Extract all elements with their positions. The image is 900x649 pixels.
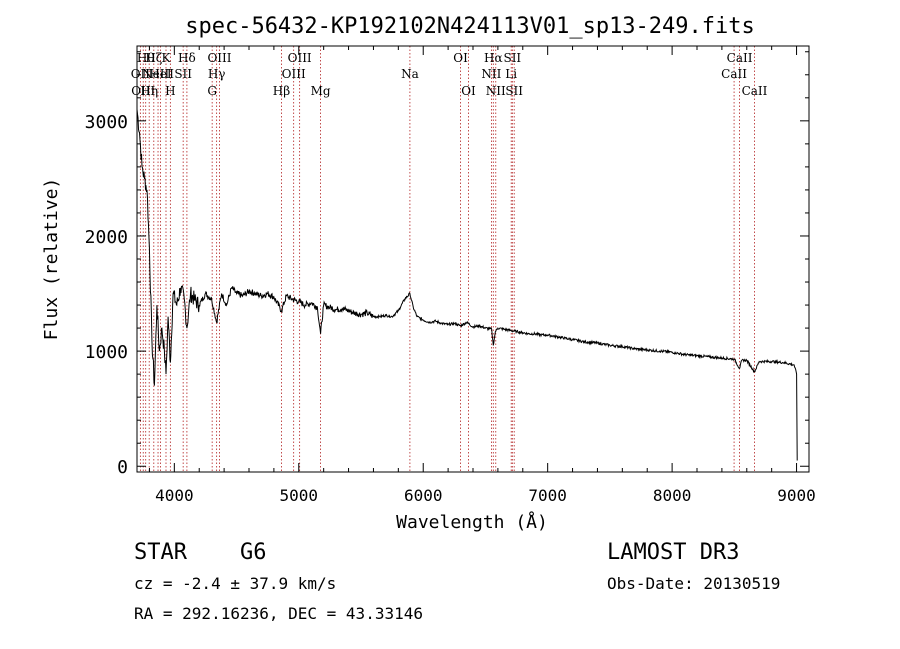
line-marker-label: OIII: [288, 51, 312, 65]
line-marker-label: OIII: [282, 67, 306, 81]
line-marker-label: SII: [174, 67, 192, 81]
x-tick-label: 8000: [653, 486, 692, 505]
x-tick-label: 4000: [155, 486, 194, 505]
x-tick-label: 6000: [404, 486, 443, 505]
line-marker-label: OI: [453, 51, 468, 65]
y-axis: 0 1000 2000 3000: [85, 51, 809, 478]
line-marker-label: Hθ: [137, 51, 155, 65]
x-tick-label: 9000: [777, 486, 816, 505]
spectrum-line: [136, 109, 798, 461]
line-marker-label: Hα: [484, 51, 503, 65]
line-marker-label: HeI: [149, 67, 172, 81]
line-marker-label: Mg: [311, 84, 331, 98]
redshift-info: cz = -2.4 ± 37.9 km/s: [134, 574, 336, 593]
line-marker-label: G: [207, 84, 217, 98]
x-tick-label: 7000: [528, 486, 567, 505]
line-marker-label: K: [162, 51, 172, 65]
plot-frame: [136, 45, 810, 473]
line-marker-label: Hζ: [145, 51, 162, 65]
survey-name: LAMOST DR3: [607, 540, 739, 565]
y-tick-label: 1000: [85, 342, 128, 363]
y-tick-label: 0: [117, 457, 128, 478]
chart-title: spec-56432-KP192102N424113V01_sp13-249.f…: [185, 14, 755, 39]
line-marker-label: NeIII: [142, 67, 174, 81]
x-tick-label: 5000: [280, 486, 319, 505]
line-marker-label: CaII: [742, 84, 768, 98]
line-marker-label: OIII: [207, 51, 231, 65]
spectrum-series: [136, 109, 798, 461]
line-marker-label: CaII: [727, 51, 753, 65]
line-marker-label: Hη: [140, 84, 158, 98]
line-marker-label: Hδ: [178, 51, 196, 65]
y-tick-label: 3000: [85, 112, 128, 133]
line-marker-label: NII: [486, 84, 506, 98]
y-axis-label: Flux (relative): [41, 178, 62, 341]
line-marker-label: H: [165, 84, 175, 98]
line-marker-label: OII: [131, 67, 151, 81]
line-marker-label: Hγ: [208, 67, 226, 81]
x-axis-label: Wavelength (Å): [396, 511, 548, 533]
line-marker-label: CaII: [721, 67, 747, 81]
line-marker-label: SII: [503, 51, 521, 65]
spectral-line-markers: [139, 46, 755, 472]
coordinates: RA = 292.16236, DEC = 43.33146: [134, 604, 423, 623]
line-marker-label: Hβ: [273, 84, 290, 98]
line-marker-label: Na: [401, 67, 419, 81]
y-tick-label: 2000: [85, 227, 128, 248]
line-marker-label: Li: [505, 67, 517, 81]
object-class: STAR: [134, 540, 188, 565]
line-marker-label: SII: [505, 84, 523, 98]
x-axis: 4000 5000 6000 7000 8000 9000: [148, 46, 816, 505]
obs-date: Obs-Date: 20130519: [607, 574, 780, 593]
object-subclass: G6: [240, 540, 267, 565]
line-marker-label: NII: [481, 67, 501, 81]
line-marker-label: OI: [461, 84, 476, 98]
